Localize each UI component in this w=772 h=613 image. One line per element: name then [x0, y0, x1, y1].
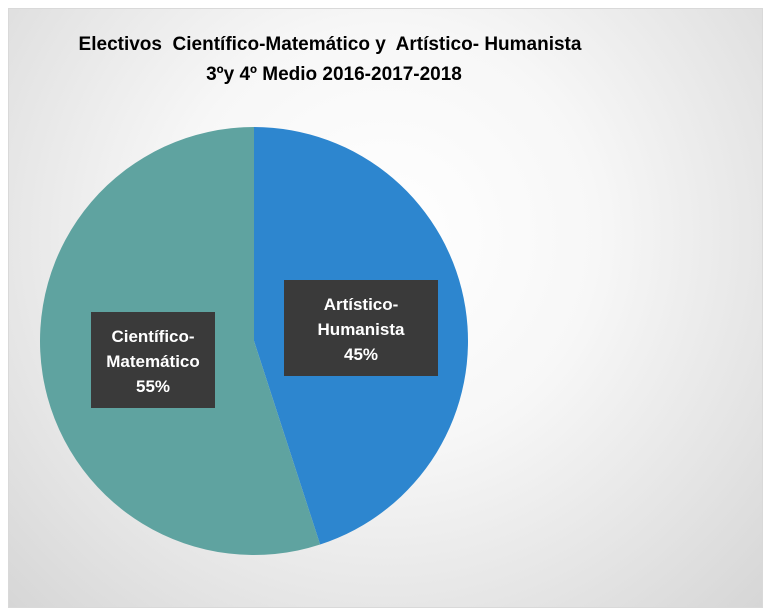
- data-label-1: Artístico- Humanista 45%: [284, 280, 438, 376]
- data-label-box: [284, 280, 438, 376]
- data-label-category: Humanista: [318, 320, 405, 339]
- data-label-category: Científico-: [111, 327, 194, 346]
- data-label-category: Matemático: [106, 352, 200, 371]
- chart-title-line-2: 3ºy 4º Medio 2016-2017-2018: [206, 64, 462, 85]
- chart-title: Electivos Científico-Matemático y Artíst…: [0, 30, 660, 90]
- data-label-box: [91, 312, 215, 408]
- data-label-value: 45%: [344, 345, 378, 364]
- data-label-value: 55%: [136, 377, 170, 396]
- chart-title-line-1: Electivos Científico-Matemático y Artíst…: [78, 34, 582, 55]
- data-label-2: Científico- Matemático 55%: [91, 312, 215, 408]
- data-label-category: Artístico-: [324, 295, 399, 314]
